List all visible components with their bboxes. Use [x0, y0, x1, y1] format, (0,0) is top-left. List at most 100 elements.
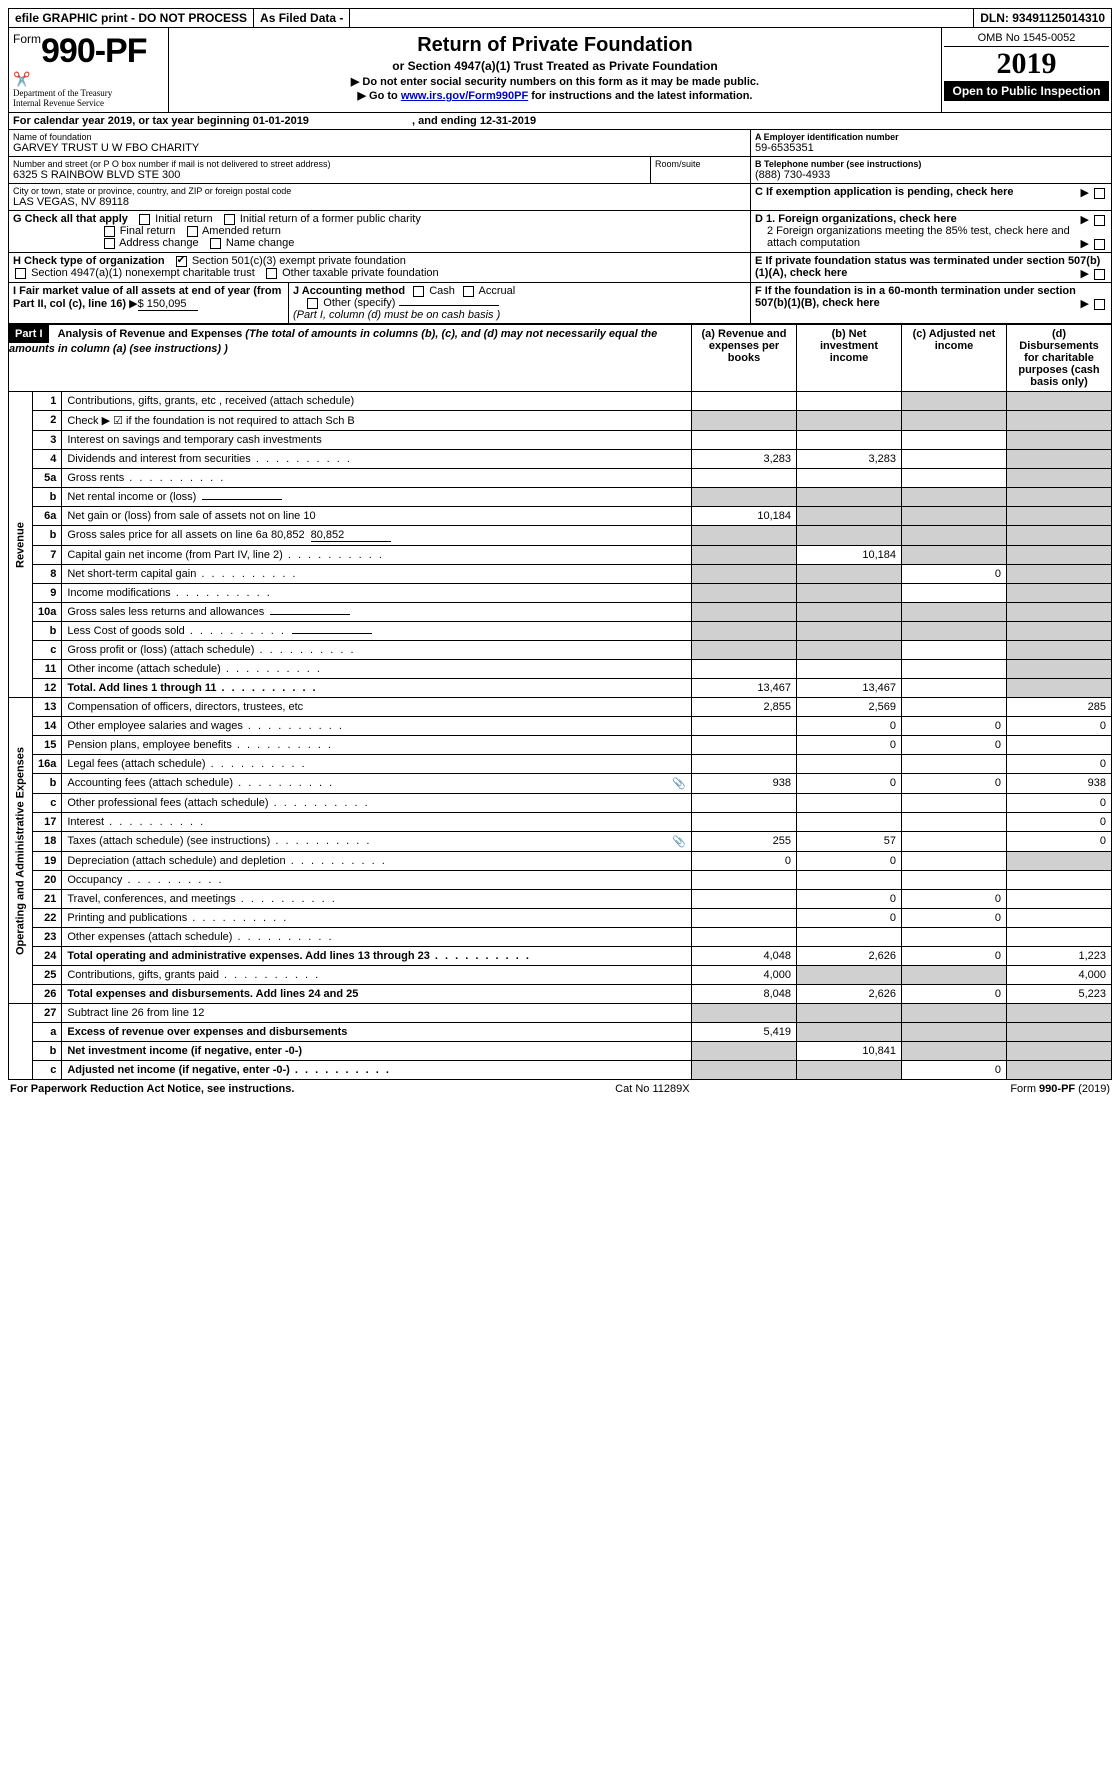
row-number: b	[33, 774, 62, 794]
irs-link[interactable]: www.irs.gov/Form990PF	[401, 90, 528, 102]
ein-cell: A Employer identification number 59-6535…	[751, 130, 1111, 156]
value-cell: 5,419	[692, 1023, 797, 1042]
g-name-checkbox[interactable]	[210, 238, 221, 249]
h-other-checkbox[interactable]	[266, 268, 277, 279]
h-4947: Section 4947(a)(1) nonexempt charitable …	[31, 267, 255, 279]
value-cell	[692, 603, 797, 622]
row-number: 13	[33, 698, 62, 717]
row-number: 8	[33, 565, 62, 584]
table-row: cAdjusted net income (if negative, enter…	[9, 1061, 1112, 1080]
j-other: Other (specify)	[323, 297, 395, 309]
value-cell	[692, 813, 797, 832]
g-former-checkbox[interactable]	[224, 214, 235, 225]
i-cell: I Fair market value of all assets at end…	[9, 283, 289, 323]
f-checkbox[interactable]	[1094, 299, 1105, 310]
row-description: Net rental income or (loss)	[62, 488, 692, 507]
value-cell: 3,283	[797, 450, 902, 469]
table-row: 20Occupancy	[9, 871, 1112, 890]
table-row: 24Total operating and administrative exp…	[9, 947, 1112, 966]
value-cell	[692, 871, 797, 890]
g-final-checkbox[interactable]	[104, 226, 115, 237]
value-cell	[797, 928, 902, 947]
value-cell: 0	[902, 774, 1007, 794]
ein-value: 59-6535351	[755, 142, 1107, 154]
value-cell: 0	[902, 890, 1007, 909]
value-cell	[902, 469, 1007, 488]
value-cell	[692, 546, 797, 565]
e-checkbox[interactable]	[1094, 269, 1105, 280]
value-cell	[797, 1004, 902, 1023]
value-cell	[692, 411, 797, 431]
table-row: cOther professional fees (attach schedul…	[9, 794, 1112, 813]
row-description: Other expenses (attach schedule)	[62, 928, 692, 947]
form-prefix: Form	[13, 32, 41, 46]
g-address-checkbox[interactable]	[104, 238, 115, 249]
row-number: 4	[33, 450, 62, 469]
d1-checkbox[interactable]	[1094, 215, 1105, 226]
row-number: 3	[33, 431, 62, 450]
row-number: 25	[33, 966, 62, 985]
c-checkbox[interactable]	[1094, 188, 1105, 199]
h-501c3-checkbox[interactable]	[176, 256, 187, 267]
value-cell	[692, 488, 797, 507]
row-description: Net gain or (loss) from sale of assets n…	[62, 507, 692, 526]
row-number: 18	[33, 832, 62, 852]
instr-ssn: ▶ Do not enter social security numbers o…	[177, 75, 933, 88]
j-note: (Part I, column (d) must be on cash basi…	[293, 309, 500, 321]
value-cell	[692, 736, 797, 755]
value-cell	[1007, 1061, 1112, 1080]
value-cell	[692, 526, 797, 546]
value-cell	[1007, 622, 1112, 641]
e-label: E If private foundation status was termi…	[755, 255, 1100, 279]
value-cell	[902, 813, 1007, 832]
value-cell	[797, 392, 902, 411]
g-initial-checkbox[interactable]	[139, 214, 150, 225]
row-description: Other employee salaries and wages	[62, 717, 692, 736]
value-cell: 0	[797, 717, 902, 736]
row-description: Occupancy	[62, 871, 692, 890]
table-row: 25Contributions, gifts, grants paid4,000…	[9, 966, 1112, 985]
row-number: 7	[33, 546, 62, 565]
topbar-spacer	[350, 9, 974, 27]
j-accrual: Accrual	[479, 285, 516, 297]
row-number: 20	[33, 871, 62, 890]
value-cell	[902, 488, 1007, 507]
value-cell	[902, 852, 1007, 871]
topbar: efile GRAPHIC print - DO NOT PROCESS As …	[8, 8, 1112, 28]
col-b-header: (b) Net investment income	[797, 325, 902, 392]
phone-label: B Telephone number (see instructions)	[755, 159, 1107, 169]
row-description: Net investment income (if negative, ente…	[62, 1042, 692, 1061]
j-accrual-checkbox[interactable]	[463, 286, 474, 297]
value-cell	[692, 909, 797, 928]
ijf-row: I Fair market value of all assets at end…	[8, 283, 1112, 324]
value-cell	[1007, 469, 1112, 488]
value-cell	[1007, 890, 1112, 909]
value-cell	[902, 450, 1007, 469]
value-cell	[1007, 660, 1112, 679]
city-cell: City or town, state or province, country…	[9, 184, 751, 210]
row-description: Excess of revenue over expenses and disb…	[62, 1023, 692, 1042]
value-cell	[902, 832, 1007, 852]
h-4947-checkbox[interactable]	[15, 268, 26, 279]
col-c-header: (c) Adjusted net income	[902, 325, 1007, 392]
j-other-input[interactable]	[399, 305, 499, 306]
table-row: 21Travel, conferences, and meetings00	[9, 890, 1112, 909]
row-number: 24	[33, 947, 62, 966]
table-row: 18Taxes (attach schedule) (see instructi…	[9, 832, 1112, 852]
value-cell	[692, 469, 797, 488]
d2-checkbox[interactable]	[1094, 239, 1105, 250]
value-cell	[902, 1023, 1007, 1042]
dln-cell: DLN: 93491125014310	[974, 9, 1111, 27]
value-cell: 0	[797, 852, 902, 871]
j-cash-checkbox[interactable]	[413, 286, 424, 297]
value-cell	[692, 660, 797, 679]
j-other-checkbox[interactable]	[307, 298, 318, 309]
g-amended-checkbox[interactable]	[187, 226, 198, 237]
tax-year: 2019	[997, 47, 1057, 81]
value-cell: 5,223	[1007, 985, 1112, 1004]
row-number: a	[33, 1023, 62, 1042]
row-number: b	[33, 1042, 62, 1061]
form-subtitle: or Section 4947(a)(1) Trust Treated as P…	[177, 59, 933, 73]
row-description: Adjusted net income (if negative, enter …	[62, 1061, 692, 1080]
row-number: 17	[33, 813, 62, 832]
